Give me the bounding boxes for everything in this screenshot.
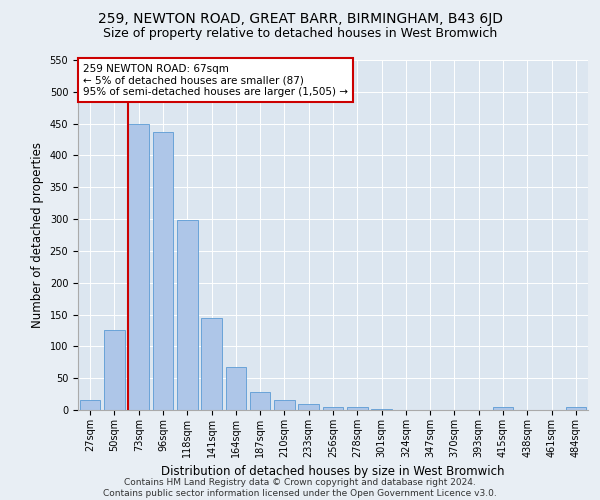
- Bar: [80, 400, 100, 410]
- Bar: [226, 366, 246, 410]
- Bar: [566, 407, 586, 410]
- Text: 259 NEWTON ROAD: 67sqm
← 5% of detached houses are smaller (87)
95% of semi-deta: 259 NEWTON ROAD: 67sqm ← 5% of detached …: [83, 64, 348, 96]
- Bar: [128, 124, 149, 410]
- Bar: [152, 132, 173, 410]
- Bar: [201, 318, 222, 410]
- Bar: [250, 392, 271, 410]
- Bar: [177, 220, 197, 410]
- Bar: [323, 408, 343, 410]
- X-axis label: Distribution of detached houses by size in West Bromwich: Distribution of detached houses by size …: [161, 466, 505, 478]
- Text: Contains HM Land Registry data © Crown copyright and database right 2024.
Contai: Contains HM Land Registry data © Crown c…: [103, 478, 497, 498]
- Text: 259, NEWTON ROAD, GREAT BARR, BIRMINGHAM, B43 6JD: 259, NEWTON ROAD, GREAT BARR, BIRMINGHAM…: [97, 12, 503, 26]
- Text: Size of property relative to detached houses in West Bromwich: Size of property relative to detached ho…: [103, 28, 497, 40]
- Y-axis label: Number of detached properties: Number of detached properties: [31, 142, 44, 328]
- Bar: [274, 400, 295, 410]
- Bar: [493, 408, 514, 410]
- Bar: [298, 404, 319, 410]
- Bar: [347, 407, 368, 410]
- Bar: [104, 330, 125, 410]
